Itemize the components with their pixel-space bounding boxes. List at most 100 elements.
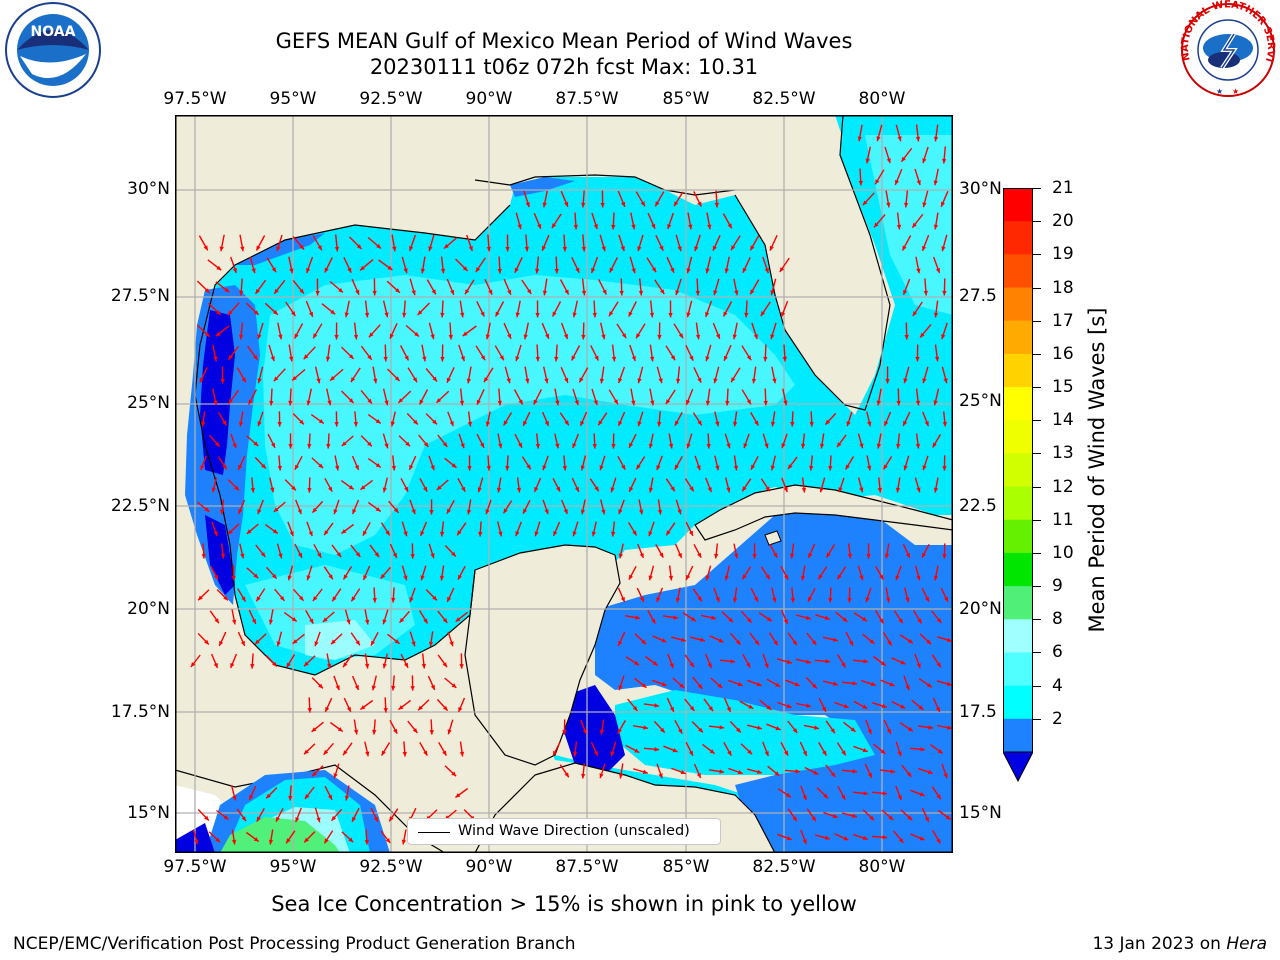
wind-wave-arrow: [341, 435, 354, 447]
wind-wave-arrow: [342, 654, 353, 668]
wind-wave-arrow: [360, 435, 373, 447]
wind-wave-arrow: [609, 257, 619, 273]
wind-wave-arrow: [444, 545, 457, 557]
wind-wave-arrow: [306, 565, 313, 581]
wind-wave-arrow: [762, 433, 769, 449]
wind-wave-arrow: [514, 433, 523, 449]
lon-label-top: 90°W: [465, 89, 513, 109]
wind-wave-arrow: [505, 455, 510, 471]
wind-wave-arrow: [426, 279, 437, 295]
wind-wave-arrow: [637, 543, 645, 559]
wind-wave-arrow: [733, 543, 739, 559]
wind-wave-arrow: [675, 234, 682, 252]
wind-wave-arrow: [899, 634, 914, 644]
wind-wave-arrow: [275, 807, 284, 823]
wind-wave-arrow: [852, 791, 869, 796]
wind-wave-arrow: [560, 190, 569, 208]
wind-wave-arrow: [653, 720, 666, 734]
wind-wave-arrow: [219, 234, 225, 252]
wind-wave-arrow: [533, 389, 543, 405]
wind-wave-arrow: [370, 807, 379, 823]
wind-wave-arrow: [921, 807, 930, 823]
wind-wave-arrow: [730, 367, 741, 383]
wind-wave-arrow: [457, 477, 466, 493]
wind-wave-arrow: [380, 830, 391, 844]
colorbar-segment: [1003, 718, 1033, 753]
wind-wave-arrow: [672, 677, 685, 689]
wind-wave-arrow: [700, 614, 717, 620]
wind-wave-arrow: [656, 587, 664, 603]
wind-wave-arrow: [649, 344, 655, 362]
wind-wave-arrow: [246, 435, 259, 447]
colorbar-segment: [1003, 519, 1033, 554]
wind-wave-arrow: [343, 697, 352, 713]
lat-label-left: 22.5°N: [110, 496, 170, 516]
wind-wave-arrow: [600, 499, 606, 515]
wind-wave-arrow: [459, 741, 465, 757]
wind-wave-arrow: [497, 388, 502, 406]
wind-wave-arrow: [674, 411, 683, 427]
colorbar-tick-label: 17: [1052, 310, 1074, 331]
wind-wave-arrow: [617, 631, 626, 647]
wind-wave-arrow: [311, 677, 324, 689]
wind-wave-arrow: [902, 278, 911, 296]
legend-line-swatch: [418, 832, 450, 833]
wind-wave-arrow: [921, 587, 930, 603]
wind-wave-arrow: [231, 609, 237, 625]
wind-wave-arrow: [635, 456, 646, 470]
wind-wave-arrow: [269, 388, 274, 406]
atlantic-waves-light: [865, 135, 953, 315]
wind-wave-arrow: [759, 699, 772, 711]
wind-wave-arrow: [217, 456, 228, 470]
wind-wave-arrow: [671, 636, 687, 642]
wind-wave-arrow: [307, 477, 312, 493]
wind-wave-arrow: [535, 344, 540, 362]
wind-wave-arrow: [551, 213, 562, 229]
wind-wave-arrow: [769, 543, 778, 559]
wind-wave-arrow: [655, 544, 664, 558]
wind-wave-arrow: [780, 609, 789, 625]
wind-wave-arrow: [845, 631, 854, 647]
wind-wave-arrow: [502, 500, 513, 514]
wind-wave-arrow: [592, 433, 597, 449]
wind-wave-arrow: [893, 830, 904, 844]
wind-wave-arrow: [590, 741, 599, 757]
wind-wave-arrow: [656, 455, 663, 471]
wind-wave-arrow: [842, 812, 858, 818]
wind-wave-arrow: [197, 501, 210, 513]
wind-wave-arrow: [503, 412, 513, 426]
wind-wave-arrow: [437, 610, 448, 624]
wind-wave-arrow: [693, 763, 702, 779]
wind-wave-arrow: [269, 477, 275, 493]
wind-wave-arrow: [324, 477, 333, 493]
wind-wave-arrow: [353, 719, 359, 735]
wind-wave-arrow: [667, 212, 674, 230]
wind-wave-arrow: [561, 499, 569, 515]
wind-wave-arrow: [448, 322, 453, 340]
wind-wave-arrow: [942, 146, 947, 164]
wind-wave-arrow: [400, 477, 409, 493]
footer-machine: Hera: [1226, 934, 1267, 954]
wind-wave-arrow: [572, 388, 579, 406]
wind-wave-arrow: [265, 787, 278, 799]
wind-wave-arrow: [638, 278, 644, 296]
wind-wave-arrow: [652, 635, 667, 643]
wind-wave-arrow: [248, 609, 257, 625]
wind-wave-arrow: [847, 543, 853, 559]
wind-wave-arrow: [657, 499, 663, 515]
wind-wave-arrow: [703, 698, 714, 712]
wind-wave-arrow: [210, 565, 219, 581]
wind-wave-arrow: [238, 411, 244, 427]
wind-wave-arrow: [862, 192, 875, 206]
wind-wave-arrow: [751, 322, 758, 340]
wind-wave-arrow: [323, 566, 334, 580]
wind-wave-arrow: [192, 829, 199, 845]
wind-wave-arrow: [911, 213, 924, 229]
wind-wave-arrow: [625, 744, 640, 754]
wind-wave-arrow: [809, 411, 814, 427]
colorbar-tick-mark: [1033, 586, 1041, 588]
caribbean-central-waves: [615, 690, 875, 775]
colorbar-tick-label: 13: [1052, 443, 1074, 464]
wind-wave-arrow: [883, 411, 892, 427]
wind-wave-arrow: [216, 809, 230, 821]
